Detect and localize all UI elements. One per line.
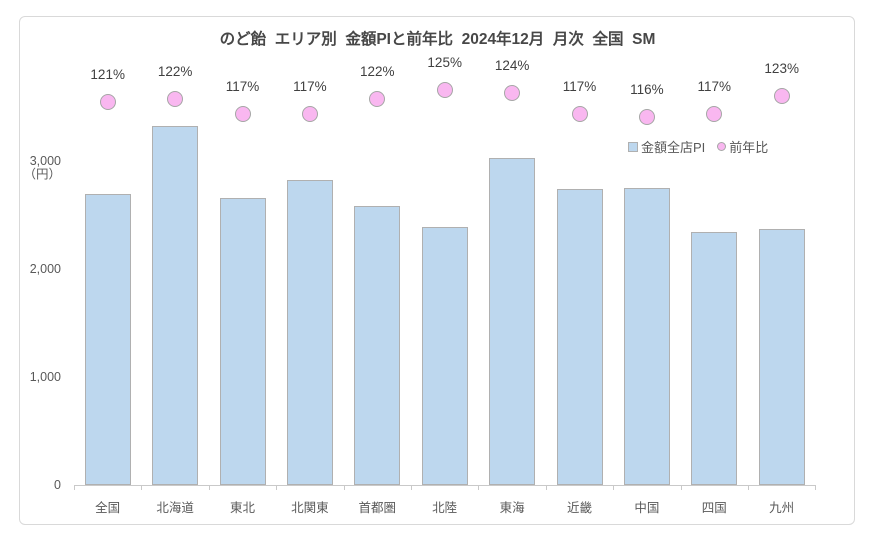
x-axis-tick [478, 485, 480, 490]
y-axis-tick-label: 3,000 [29, 154, 61, 168]
pct-label-九州: 123% [764, 61, 799, 76]
bar-近畿 [556, 189, 603, 485]
category-label-北陸: 北陸 [432, 501, 458, 515]
bar-北関東 [286, 180, 333, 485]
legend-marker-swatch-icon [717, 142, 727, 151]
marker-四国 [706, 106, 723, 122]
pct-label-全国: 121% [90, 67, 125, 82]
x-axis-tick [141, 485, 143, 490]
bar-九州 [758, 229, 805, 485]
x-axis-line [74, 485, 816, 486]
bar-東北 [219, 197, 266, 485]
pct-label-中国: 116% [630, 82, 664, 97]
pct-label-東北: 117% [225, 79, 260, 94]
marker-東北 [234, 106, 251, 122]
marker-北関東 [301, 106, 318, 122]
x-axis-tick [411, 485, 412, 490]
bar-中国 [623, 188, 670, 485]
pct-label-四国: 117% [697, 79, 732, 94]
category-label-中国: 中国 [634, 501, 660, 515]
category-label-東海: 東海 [499, 501, 525, 515]
y-axis-tick-label: 2,000 [29, 262, 61, 276]
bar-東海 [489, 157, 536, 485]
category-label-北海道: 北海道 [156, 501, 194, 515]
marker-全国 [99, 94, 116, 110]
x-axis-tick [545, 485, 547, 490]
y-axis-tick-label: 1,000 [29, 370, 61, 384]
category-label-近畿: 近畿 [566, 501, 592, 515]
bar-首都圏 [354, 206, 401, 485]
bar-全国 [84, 194, 131, 485]
y-axis-tick-label: 0 [54, 478, 61, 492]
marker-北海道 [167, 91, 184, 107]
bar-北陸 [421, 226, 468, 485]
marker-北陸 [436, 82, 453, 98]
legend-bar-swatch-icon [628, 141, 638, 152]
category-label-九州: 九州 [769, 501, 795, 515]
x-axis-tick [74, 485, 75, 490]
x-axis-tick [815, 485, 817, 490]
legend-marker-label: 前年比 [729, 140, 769, 155]
legend-bar-label: 金額全店PI [641, 140, 706, 155]
pct-label-近畿: 117% [562, 79, 597, 94]
x-axis-tick [208, 485, 210, 490]
pct-label-首都圏: 122% [360, 64, 395, 79]
category-label-四国: 四国 [701, 501, 727, 515]
chart-title: のど飴 エリア別 金額PIと前年比 2024年12月 月次 全国 SM [219, 31, 656, 48]
pct-label-北陸: 125% [427, 55, 462, 70]
category-label-全国: 全国 [95, 501, 121, 515]
category-label-首都圏: 首都圏 [358, 501, 397, 515]
pct-label-東海: 124% [494, 58, 530, 73]
marker-近畿 [571, 106, 588, 122]
x-axis-tick [680, 485, 682, 490]
category-label-北関東: 北関東 [291, 501, 329, 515]
bar-北海道 [152, 126, 199, 485]
y-axis-unit-label: （円） [23, 167, 61, 182]
marker-東海 [504, 85, 521, 101]
pct-label-北関東: 117% [293, 79, 327, 94]
legend: 金額全店PI 前年比 [628, 137, 768, 156]
x-axis-tick [748, 485, 749, 490]
category-label-東北: 東北 [229, 501, 255, 515]
x-axis-tick [276, 485, 278, 490]
marker-九州 [773, 88, 790, 104]
bar-四国 [691, 232, 738, 485]
x-axis-tick [613, 485, 615, 490]
marker-中国 [638, 109, 655, 125]
pct-label-北海道: 122% [157, 64, 193, 79]
x-axis-tick [343, 485, 345, 490]
marker-首都圏 [369, 91, 386, 107]
